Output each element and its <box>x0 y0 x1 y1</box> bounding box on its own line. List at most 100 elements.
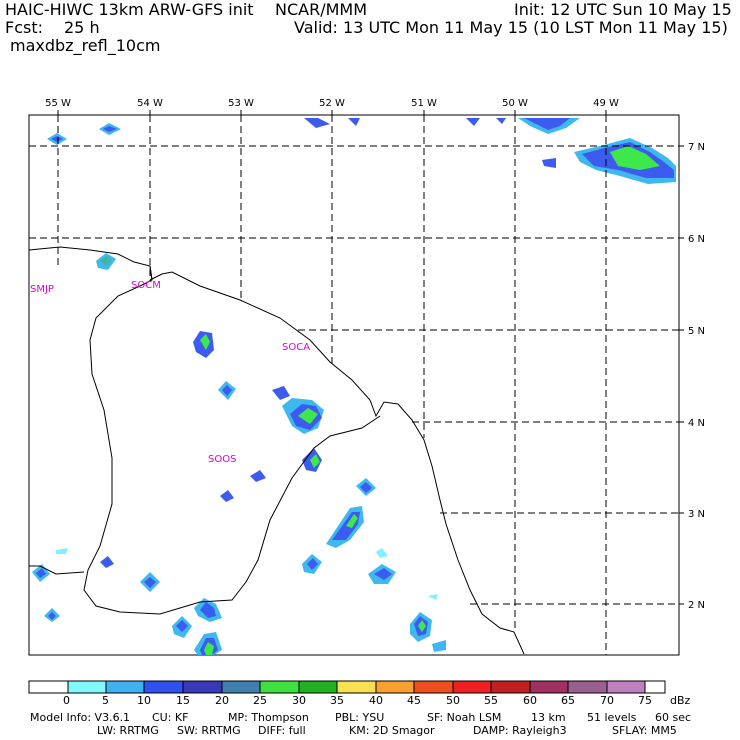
lon-label: 49 W <box>593 98 619 109</box>
colorbar-label: 55 <box>484 694 498 707</box>
model-info: Model Info: V3.6.1 <box>30 711 131 724</box>
echo-cell <box>176 620 188 632</box>
colorbar-swatch <box>336 680 377 694</box>
lat-label: 3 N <box>688 509 705 520</box>
lat-label: 2 N <box>688 600 705 611</box>
time-step: 60 sec <box>655 711 692 724</box>
colorbar-label: 5 <box>102 694 109 707</box>
colorbar-label: 35 <box>330 694 344 707</box>
colorbar-swatch <box>606 680 646 694</box>
sf-scheme: SF: Noah LSM <box>427 711 502 724</box>
colorbar-label: 20 <box>215 694 229 707</box>
echo-cell <box>418 620 426 632</box>
echo-cell <box>36 568 46 578</box>
echo-cell <box>346 514 358 528</box>
colorbar-label: 70 <box>600 694 614 707</box>
echo-cell <box>56 548 68 554</box>
colorbar-swatch <box>221 680 261 694</box>
graticule <box>29 115 679 655</box>
echo-cell <box>348 118 360 126</box>
lon-label: 50 W <box>502 98 528 109</box>
colorbar-label: 25 <box>253 694 267 707</box>
colorbar-swatch <box>67 680 107 694</box>
colorbar-swatch <box>28 680 69 694</box>
colorbar-swatch <box>375 680 415 694</box>
echo-cell <box>222 385 232 396</box>
colorbar-label: 40 <box>369 694 383 707</box>
sw-scheme: SW: RRTMG <box>177 724 241 737</box>
colorbar-label: 10 <box>137 694 151 707</box>
national-border <box>29 565 85 575</box>
colorbar-swatch <box>529 680 569 694</box>
colorbar-label: 15 <box>176 694 190 707</box>
echo-cell <box>360 482 372 493</box>
lat-label: 5 N <box>688 326 705 337</box>
national-border <box>83 265 381 615</box>
center-label: NCAR/MMM <box>275 0 368 19</box>
km-option: KM: 2D Smagor <box>349 724 435 737</box>
echo-cell <box>200 602 216 618</box>
echo-cell <box>100 256 112 266</box>
echo-cell <box>272 386 290 400</box>
valid-time: Valid: 13 UTC Mon 11 May 15 (10 LST Mon … <box>294 18 728 37</box>
echo-cell <box>432 640 446 652</box>
cu-scheme: CU: KF <box>152 711 189 724</box>
echo-cell <box>220 490 234 502</box>
forecast-label: Fcst: <box>5 18 43 37</box>
colorbar-swatch <box>413 680 454 694</box>
colorbar-label: 75 <box>638 694 652 707</box>
colorbar-swatch <box>298 680 338 694</box>
echo-cell <box>310 454 320 468</box>
colorbar-swatch <box>143 680 184 694</box>
colorbar-unit: dBz <box>670 694 691 707</box>
colorbar-swatch <box>567 680 608 694</box>
echo-cell <box>307 558 318 570</box>
colorbar-label: 50 <box>446 694 460 707</box>
lat-label: 4 N <box>688 418 705 429</box>
init-time: Init: 12 UTC Sun 10 May 15 <box>514 0 732 19</box>
vertical-levels: 51 levels <box>587 711 637 724</box>
echo-cell <box>524 118 570 130</box>
mp-scheme: MP: Thompson <box>228 711 309 724</box>
echo-cell <box>466 118 480 126</box>
colorbar-swatch <box>490 680 531 694</box>
echo-cell <box>610 146 660 170</box>
reflectivity-echoes <box>32 118 676 655</box>
colorbar-label: 60 <box>523 694 537 707</box>
colorbar-label: 30 <box>292 694 306 707</box>
echo-cell <box>200 334 210 350</box>
pbl-scheme: PBL: YSU <box>335 711 385 724</box>
lw-scheme: LW: RRTMG <box>97 724 159 737</box>
echo-cell <box>376 548 388 558</box>
axis-ticks <box>57 110 684 605</box>
station-label: SOCA <box>282 342 310 353</box>
echo-cell <box>298 408 318 424</box>
echo-cell <box>103 126 117 132</box>
field-name: maxdbz_refl_10cm <box>10 36 161 55</box>
station-label: SMJP <box>30 284 54 295</box>
echo-cell <box>250 470 266 482</box>
sflay-option: SFLAY: MM5 <box>612 724 677 737</box>
colorbar-swatch <box>644 680 666 694</box>
echo-cell <box>428 594 438 600</box>
lon-label: 54 W <box>137 98 163 109</box>
lon-label: 52 W <box>319 98 345 109</box>
echo-cell <box>204 642 214 655</box>
resolution: 13 km <box>531 711 566 724</box>
echo-cell <box>48 612 56 620</box>
diff-option: DIFF: full <box>258 724 306 737</box>
lat-label: 7 N <box>688 142 705 153</box>
echo-cell <box>304 118 330 128</box>
colorbar-label: 65 <box>561 694 575 707</box>
colorbar-label: 0 <box>63 694 70 707</box>
coastline-borders <box>28 246 525 655</box>
lon-label: 53 W <box>228 98 254 109</box>
map-frame <box>28 114 680 656</box>
colorbar-swatch <box>182 680 223 694</box>
lat-label: 6 N <box>688 234 705 245</box>
coastline <box>149 271 525 655</box>
echo-cell <box>374 568 392 580</box>
model-title: HAIC-HIWC 13km ARW-GFS init <box>5 0 254 19</box>
colorbar <box>28 680 666 694</box>
